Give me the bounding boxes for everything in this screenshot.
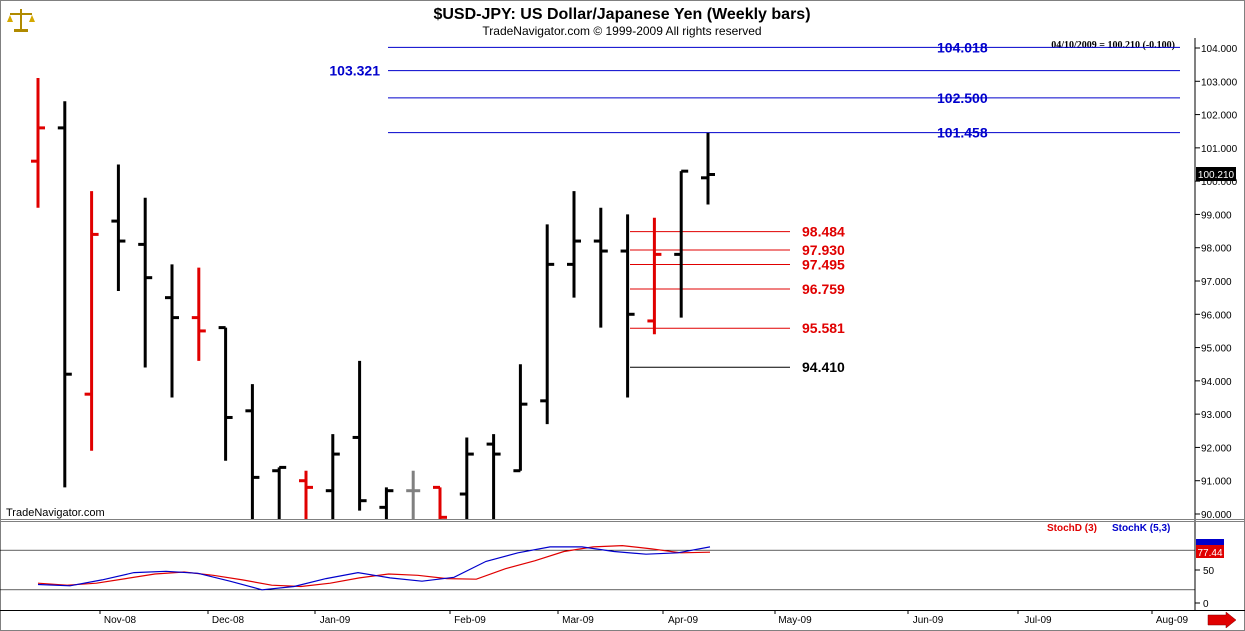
price-y-axis: 104.000 103.000 102.000 101.000 99.000 98.000… xyxy=(1195,44,1238,521)
ohlc-bar xyxy=(31,77,45,208)
ohlc-bar xyxy=(459,437,474,519)
scroll-right-arrow-icon[interactable] xyxy=(1207,611,1237,629)
last-price-marker: 100.210 xyxy=(1196,167,1236,181)
level-label: 97.930 xyxy=(802,242,845,258)
level-label: 96.759 xyxy=(802,281,845,297)
ohlc-bar xyxy=(218,326,233,461)
x-tick-label: Mar-09 xyxy=(562,615,594,626)
level-label: 98.484 xyxy=(802,224,845,240)
ohlc-bar xyxy=(406,470,421,519)
level-label: 94.410 xyxy=(802,359,845,375)
ohlc-bar xyxy=(325,434,340,519)
ohlc-bar xyxy=(138,197,153,368)
ohlc-bar xyxy=(379,487,394,519)
ohlc-bar xyxy=(57,101,72,488)
ohlc-bar xyxy=(433,485,447,519)
x-tick-label: Feb-09 xyxy=(454,615,486,626)
x-tick-label: Jan-09 xyxy=(320,615,351,626)
stochastic-panel: 50 0 xyxy=(0,544,1215,610)
ohlc-bar xyxy=(620,214,635,398)
ohlc-bar xyxy=(674,169,689,318)
ohlc-bar xyxy=(486,434,501,519)
watermark: TradeNavigator.com xyxy=(6,507,105,519)
stoch-y-tick-label: 0 xyxy=(1203,599,1209,610)
stoch-y-tick-label: 50 xyxy=(1203,566,1215,577)
ohlc-bar xyxy=(272,465,287,519)
y-tick-label: 92.000 xyxy=(1201,443,1232,454)
stochd-last-value: 77.44 xyxy=(1197,548,1222,559)
x-tick-label: May-09 xyxy=(778,615,812,626)
ohlc-bar xyxy=(513,364,528,473)
last-price-text: 100.210 xyxy=(1198,170,1235,181)
ohlc-bar xyxy=(165,264,179,398)
x-tick-label: Nov-08 xyxy=(104,615,137,626)
y-tick-label: 93.000 xyxy=(1201,410,1232,421)
level-label: 102.500 xyxy=(937,90,988,106)
price-bars xyxy=(31,77,715,519)
stoch-last-markers: 77.44 xyxy=(1196,539,1224,559)
ohlc-bar xyxy=(84,191,99,451)
y-tick-label: 96.000 xyxy=(1201,310,1232,321)
x-tick-label: Jul-09 xyxy=(1024,615,1052,626)
y-tick-label: 91.000 xyxy=(1201,477,1232,488)
ohlc-bar xyxy=(701,132,715,205)
ohlc-bar xyxy=(647,217,662,335)
level-label: 101.458 xyxy=(937,125,988,141)
y-tick-label: 103.000 xyxy=(1201,77,1238,88)
legend-stochd: StochD (3) xyxy=(1047,523,1097,534)
y-tick-label: 101.000 xyxy=(1201,144,1238,155)
y-tick-label: 98.000 xyxy=(1201,244,1232,255)
y-tick-label: 104.000 xyxy=(1201,44,1238,55)
ohlc-bar xyxy=(567,191,581,298)
y-tick-label: 95.000 xyxy=(1201,344,1232,355)
ohlc-bar xyxy=(111,164,126,291)
level-label: 103.321 xyxy=(329,63,380,79)
ohlc-bar xyxy=(191,267,206,361)
ohlc-bar xyxy=(540,224,555,425)
level-label: 95.581 xyxy=(802,320,845,336)
stoch-series-line xyxy=(37,546,711,591)
ohlc-bar xyxy=(593,207,608,328)
ohlc-bar xyxy=(299,470,313,519)
scales-icon xyxy=(6,6,36,34)
y-tick-label: 90.000 xyxy=(1201,510,1232,521)
ohlc-bar xyxy=(245,384,260,519)
level-label: 104.018 xyxy=(937,39,988,55)
x-tick-label: Jun-09 xyxy=(913,615,944,626)
level-lines: 104.018 103.321 102.500 101.458 98.484 97.930… xyxy=(329,39,1180,375)
y-tick-label: 94.000 xyxy=(1201,377,1232,388)
y-tick-label: 102.000 xyxy=(1201,111,1238,122)
y-tick-label: 99.000 xyxy=(1201,210,1232,221)
y-tick-label: 100.000 xyxy=(1201,177,1238,188)
y-tick-label: 97.000 xyxy=(1201,277,1232,288)
x-axis: Nov-08 Dec-08 Jan-09 Feb-09 Mar-09 Apr-09 May-… xyxy=(99,610,1189,626)
legend-stochk: StochK (5,3) xyxy=(1112,523,1170,534)
chart-copyright: TradeNavigator.com © 1999-2009 All right… xyxy=(482,24,761,38)
x-tick-label: Apr-09 xyxy=(668,615,698,626)
ohlc-bar xyxy=(352,360,367,511)
x-tick-label: Dec-08 xyxy=(212,615,245,626)
chart-title: $USD-JPY: US Dollar/Japanese Yen (Weekly… xyxy=(433,6,810,23)
last-value-label: 04/10/2009 = 100.210 (-0.100) xyxy=(1051,40,1175,51)
stoch-series-line xyxy=(37,544,711,588)
x-tick-label: Aug-09 xyxy=(1156,615,1189,626)
level-label: 97.495 xyxy=(802,257,845,273)
